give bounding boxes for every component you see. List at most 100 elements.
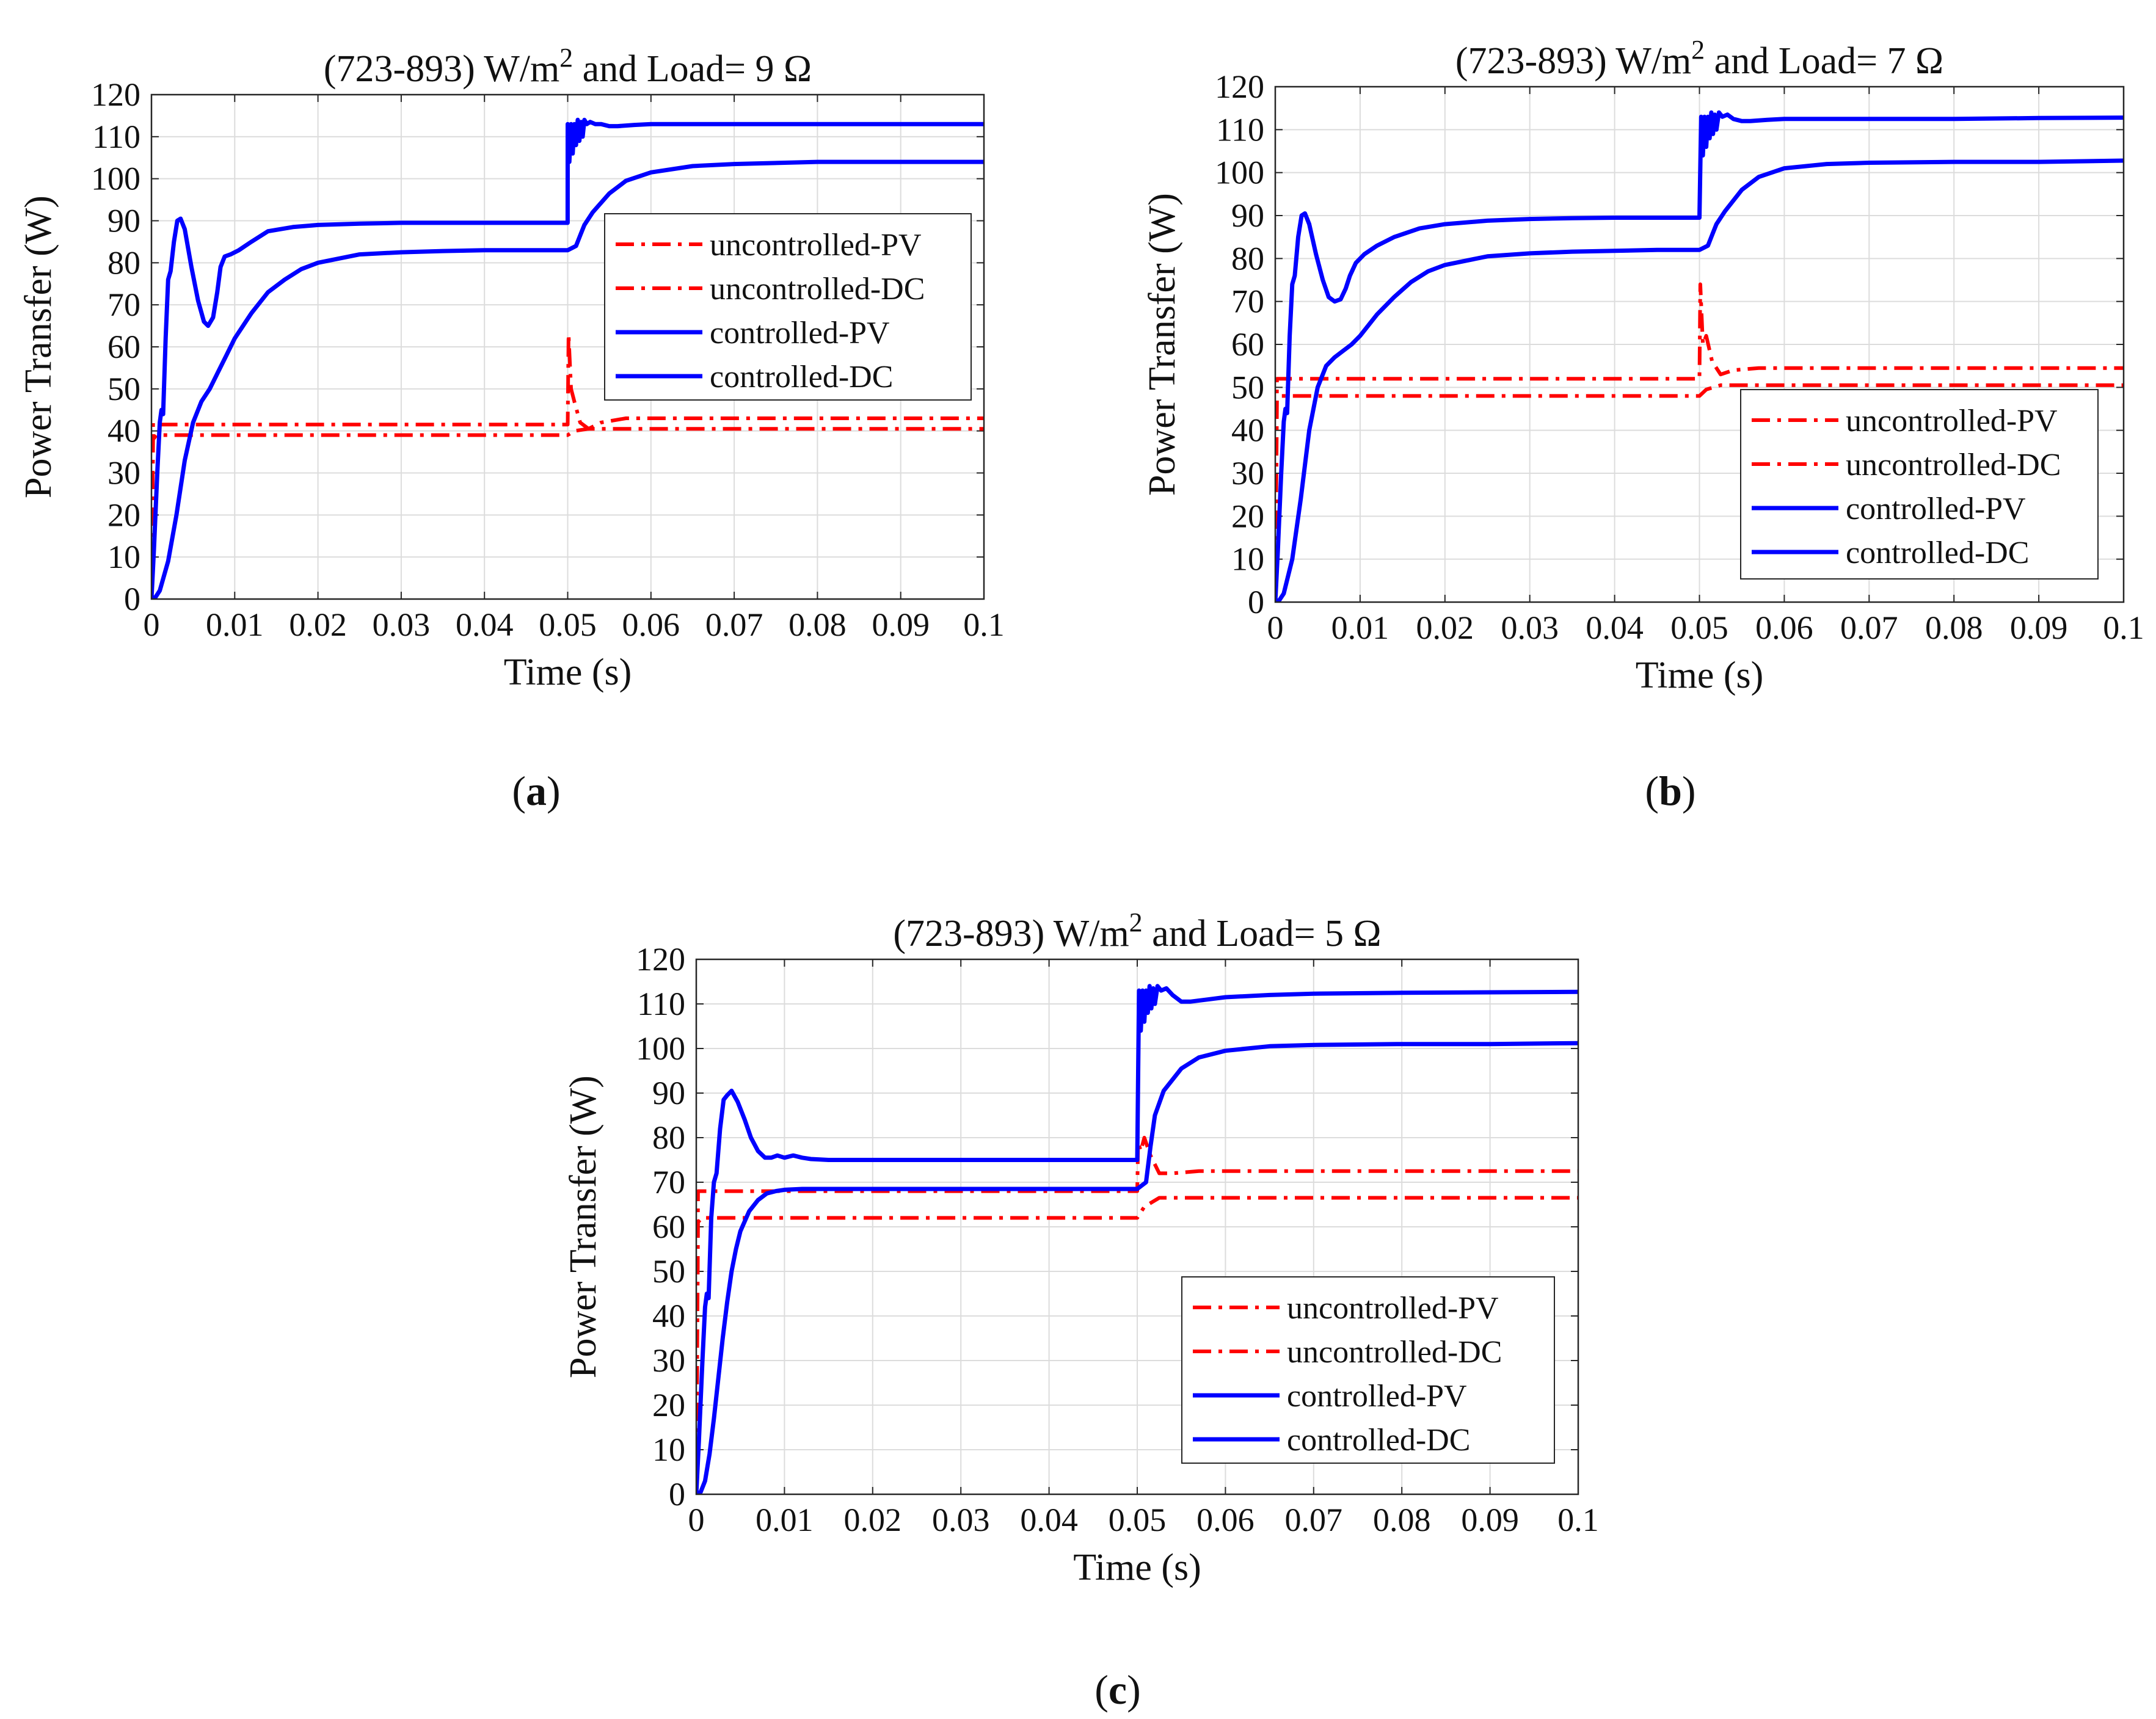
x-tick-label: 0.07 [1840,609,1898,646]
y-tick-label: 20 [652,1387,685,1423]
panel-caption-letter: a [526,768,547,814]
series-line-uncontrolled-DC [696,1196,1578,1494]
y-tick-label: 0 [669,1476,685,1513]
y-tick-label: 60 [107,329,140,365]
legend-entry-label: controlled-PV [710,316,890,351]
y-tick-label: 0 [1248,584,1264,620]
legend-entry-label: controlled-DC [1846,536,2029,570]
x-tick-label: 0.08 [788,606,847,643]
axes-frame [150,93,985,600]
x-tick-label: 0.05 [539,606,597,643]
x-tick-label: 0.05 [1670,609,1728,646]
series-line-controlled-DC [151,159,984,599]
series-line-controlled-DC [696,1041,1578,1494]
y-tick-label: 120 [91,76,140,113]
x-axis-label: Time (s) [1636,655,1764,696]
x-tick-label: 0.03 [373,606,431,643]
y-tick-label: 120 [636,941,685,978]
y-tick-label: 80 [1231,240,1264,277]
chart-title: (723-893) W/m2 and Load= 5 Ω [893,907,1381,954]
chart-title: (723-893) W/m2 and Load= 9 Ω [324,43,812,90]
chart-panel-a: 0 0.01 0.02 0.03 0.04 0.05 0.06 0.07 0.08 0.09 0.1… [18,43,1005,814]
y-tick-label: 100 [1215,154,1264,191]
chart-title-prefix: (723-893) W/m [1455,40,1691,82]
panel-caption-letter: b [1659,768,1682,814]
panel-caption: (b) [1645,768,1695,814]
y-tick-label: 120 [1215,68,1264,105]
x-tick-label: 0.02 [289,606,347,643]
x-tick-label: 0.01 [1331,609,1389,646]
x-tick-label: 0.05 [1109,1502,1167,1538]
y-tick-label: 40 [107,413,140,449]
x-tick-label: 0.03 [932,1502,990,1538]
x-tick-label: 0.04 [1586,609,1644,646]
legend-entry-label: controlled-PV [1846,492,2026,526]
x-tick-label: 0.02 [844,1502,902,1538]
y-tick-label: 60 [652,1208,685,1245]
panel-caption: (a) [512,768,560,814]
x-tick-label: 0 [144,606,160,643]
y-tick-label: 110 [92,118,140,155]
y-tick-label: 110 [637,986,685,1022]
x-tick-label: 0.04 [456,606,514,643]
x-tick-label: 0.01 [206,606,264,643]
y-axis-label: Power Transfer (W) [563,1075,604,1378]
x-tick-label: 0.1 [963,606,1005,643]
legend: uncontrolled-PV uncontrolled-DC controlled… [1181,1276,1555,1464]
series-line-uncontrolled-PV [151,332,984,599]
y-tick-label: 40 [1231,412,1264,449]
x-tick-label: 0.01 [756,1502,814,1538]
y-tick-label: 60 [1231,326,1264,363]
y-tick-label: 90 [1231,197,1264,234]
panel-caption-open-paren: ( [1094,1666,1109,1713]
y-tick-label: 70 [652,1164,685,1201]
y-tick-label: 100 [636,1030,685,1067]
series-line-controlled-PV [151,117,984,599]
x-tick-label: 0.03 [1501,609,1559,646]
axes-frame [1274,85,2125,603]
y-tick-label: 110 [1216,111,1264,148]
series-line-controlled-PV [1275,110,2124,602]
series-line-uncontrolled-DC [1275,383,2124,602]
chart-title-superscript: 2 [1129,907,1143,937]
chart-title: (723-893) W/m2 and Load= 7 Ω [1455,35,1943,82]
y-tick-label: 90 [652,1075,685,1111]
legend-entry-label: controlled-PV [1287,1379,1467,1414]
legend-entry-label: uncontrolled-DC [1846,448,2061,482]
chart-panel-b: 0 0.01 0.02 0.03 0.04 0.05 0.06 0.07 0.08 0.09 0.1… [1142,35,2144,814]
y-tick-label: 10 [652,1431,685,1468]
y-tick-label: 20 [107,496,140,533]
y-tick-label: 50 [652,1253,685,1290]
legend-entry-label: uncontrolled-DC [1287,1335,1502,1370]
chart-title-prefix: (723-893) W/m [324,48,559,90]
chart-title-superscript: 2 [559,43,573,73]
y-tick-label: 40 [652,1298,685,1334]
x-axis-label: Time (s) [1073,1547,1201,1588]
legend-entry-label: controlled-DC [1287,1423,1470,1458]
y-tick-label: 80 [107,244,140,281]
chart-panel-c: 0 0.01 0.02 0.03 0.04 0.05 0.06 0.07 0.08 0.09 0.1… [563,907,1599,1713]
x-tick-label: 0 [1267,609,1284,646]
y-tick-label: 30 [652,1342,685,1379]
x-tick-label: 0.09 [872,606,930,643]
x-tick-label: 0.1 [1557,1502,1599,1538]
y-tick-label: 30 [107,455,140,492]
legend-entry-label: uncontrolled-DC [710,272,925,307]
x-tick-label: 0.06 [1755,609,1813,646]
y-tick-label: 100 [91,161,140,197]
y-tick-label: 70 [107,286,140,323]
legend-entry-label: controlled-DC [710,360,893,394]
x-tick-label: 0.02 [1416,609,1474,646]
panel-caption-open-paren: ( [1645,768,1659,814]
legend: uncontrolled-PV uncontrolled-DC controlled… [1740,389,2099,580]
x-tick-label: 0.1 [2103,609,2144,646]
chart-title-suffix: and Load= 5 Ω [1143,913,1382,954]
x-axis-label: Time (s) [504,652,632,693]
legend: uncontrolled-PV uncontrolled-DC controlled… [604,213,972,401]
y-tick-label: 10 [1231,541,1264,578]
panel-caption-close-paren: ) [547,768,561,814]
y-tick-label: 50 [107,371,140,407]
x-tick-label: 0.09 [1461,1502,1519,1538]
series-line-uncontrolled-PV [1275,282,2124,602]
